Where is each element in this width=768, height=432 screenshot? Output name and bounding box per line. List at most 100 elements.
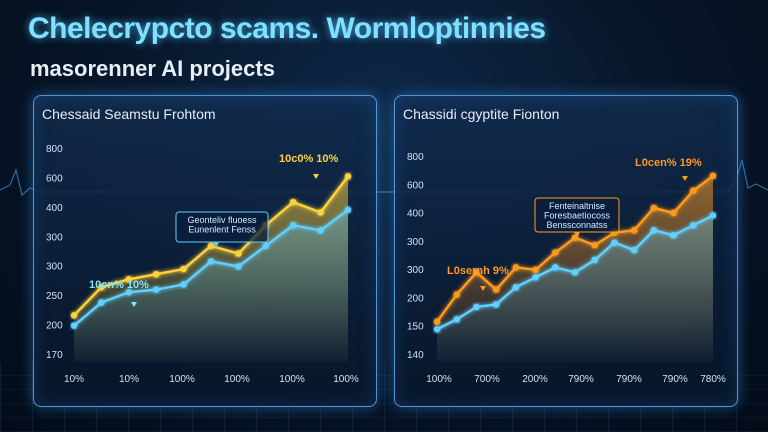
data-point bbox=[492, 286, 500, 293]
data-point bbox=[153, 286, 160, 293]
data-point bbox=[591, 241, 598, 249]
data-annotation: 10cn% 10% bbox=[89, 279, 149, 291]
chart-title: Chassidi cgyptite Fionton bbox=[403, 106, 560, 122]
y-tick-label: 170 bbox=[46, 350, 63, 361]
chart-svg-left: 170 200 250 300 300 400 600 800 10% 10% 100% 100% 10… bbox=[46, 144, 359, 385]
y-tick-label: 300 bbox=[46, 232, 63, 243]
y-tick-label: 400 bbox=[407, 209, 424, 220]
x-tick-label: 790% bbox=[662, 374, 688, 385]
data-point bbox=[709, 172, 717, 179]
y-tick-label: 300 bbox=[407, 265, 424, 276]
data-point bbox=[690, 222, 697, 229]
x-tick-label: 790% bbox=[568, 374, 594, 385]
data-point bbox=[433, 318, 441, 326]
x-tick-label: 790% bbox=[616, 374, 642, 385]
data-point bbox=[317, 227, 324, 234]
x-tick-label: 10% bbox=[64, 374, 84, 385]
data-point bbox=[344, 173, 352, 180]
data-point bbox=[207, 242, 215, 250]
x-tick-label: 780% bbox=[700, 374, 726, 385]
data-point bbox=[630, 227, 638, 234]
y-tick-label: 400 bbox=[46, 203, 63, 214]
page-title: Chelecrypcto scams. Wormloptinnies bbox=[28, 12, 546, 45]
data-point bbox=[512, 264, 520, 271]
data-point bbox=[552, 249, 559, 256]
data-annotation: 10c0% 10% bbox=[279, 153, 339, 165]
data-point bbox=[98, 299, 105, 306]
background-decor-line bbox=[0, 159, 768, 197]
data-point bbox=[180, 281, 187, 288]
y-tick-label: 800 bbox=[46, 144, 63, 155]
data-point bbox=[207, 258, 215, 265]
callout-box bbox=[175, 211, 269, 243]
callout-text: Foresbaetiocoss bbox=[544, 211, 611, 221]
data-point bbox=[70, 312, 78, 319]
data-point bbox=[453, 316, 460, 323]
data-point bbox=[552, 264, 559, 271]
data-point bbox=[473, 269, 480, 276]
data-point bbox=[630, 246, 638, 254]
y-tick-label: 300 bbox=[407, 237, 424, 248]
data-point bbox=[125, 289, 132, 296]
data-point bbox=[453, 291, 460, 298]
data-point bbox=[125, 276, 132, 283]
y-tick-label: 150 bbox=[407, 322, 424, 333]
chart-title: Chessaid Seamstu Frohtom bbox=[42, 106, 216, 122]
y-tick-label: 200 bbox=[46, 321, 63, 332]
callout-text: Geonteliv fluoess bbox=[187, 215, 257, 225]
data-point bbox=[670, 232, 677, 239]
y-tick-label: 600 bbox=[46, 173, 63, 184]
data-point bbox=[235, 250, 242, 257]
data-point bbox=[611, 239, 618, 246]
callout-text: Benssconnatss bbox=[546, 220, 608, 230]
y-tick-label: 800 bbox=[407, 152, 424, 163]
chart-svg-right: 140 150 200 300 300 400 600 800 100% 700% 200% 790%… bbox=[407, 152, 726, 385]
data-point bbox=[709, 212, 717, 219]
x-tick-label: 100% bbox=[224, 374, 250, 385]
y-tick-label: 200 bbox=[407, 293, 424, 304]
data-point bbox=[153, 270, 160, 278]
x-tick-label: 100% bbox=[333, 374, 359, 385]
x-tick-label: 100% bbox=[279, 374, 305, 385]
data-point bbox=[532, 274, 539, 281]
callout-text: Eunenlent Fenss bbox=[188, 225, 256, 235]
x-tick-label: 100% bbox=[426, 374, 452, 385]
data-point bbox=[180, 265, 187, 273]
y-tick-label: 140 bbox=[407, 350, 424, 361]
data-point bbox=[70, 322, 78, 329]
y-tick-label: 600 bbox=[407, 180, 424, 191]
data-point bbox=[571, 269, 579, 276]
chart-panel-right: Chassidi cgyptite Fionton 140 150 200 300 30… bbox=[394, 95, 738, 407]
data-point bbox=[473, 303, 480, 311]
data-point bbox=[591, 256, 598, 264]
annotation-arrow-icon bbox=[313, 174, 319, 179]
data-point bbox=[492, 301, 500, 308]
data-point bbox=[290, 222, 297, 229]
annotation-arrow-icon bbox=[682, 176, 688, 181]
x-tick-label: 700% bbox=[474, 374, 500, 385]
annotation-arrow-icon bbox=[480, 286, 486, 291]
data-point bbox=[512, 283, 520, 291]
data-point bbox=[344, 206, 352, 213]
data-point bbox=[690, 187, 697, 194]
data-point bbox=[290, 198, 297, 206]
y-tick-label: 300 bbox=[46, 262, 63, 273]
callout-text: Fenteinaltnise bbox=[549, 201, 605, 211]
x-tick-label: 200% bbox=[522, 374, 548, 385]
chart-panel-left: Chessaid Seamstu Frohtom 170 200 250 300 300… bbox=[33, 95, 377, 407]
data-annotation: L0cen% 19% bbox=[635, 157, 702, 169]
data-point bbox=[98, 283, 105, 291]
data-point bbox=[650, 204, 658, 212]
annotation-arrow-icon bbox=[131, 302, 137, 307]
page-subtitle: masorenner AI projects bbox=[30, 56, 275, 81]
series-area bbox=[74, 209, 348, 362]
data-point bbox=[670, 209, 677, 217]
data-point bbox=[262, 242, 269, 250]
data-point bbox=[235, 263, 242, 270]
data-point bbox=[317, 209, 324, 216]
data-point bbox=[433, 326, 441, 333]
data-point bbox=[650, 227, 658, 234]
series-area bbox=[437, 215, 713, 362]
x-tick-label: 10% bbox=[119, 374, 139, 385]
y-tick-label: 250 bbox=[46, 291, 63, 302]
